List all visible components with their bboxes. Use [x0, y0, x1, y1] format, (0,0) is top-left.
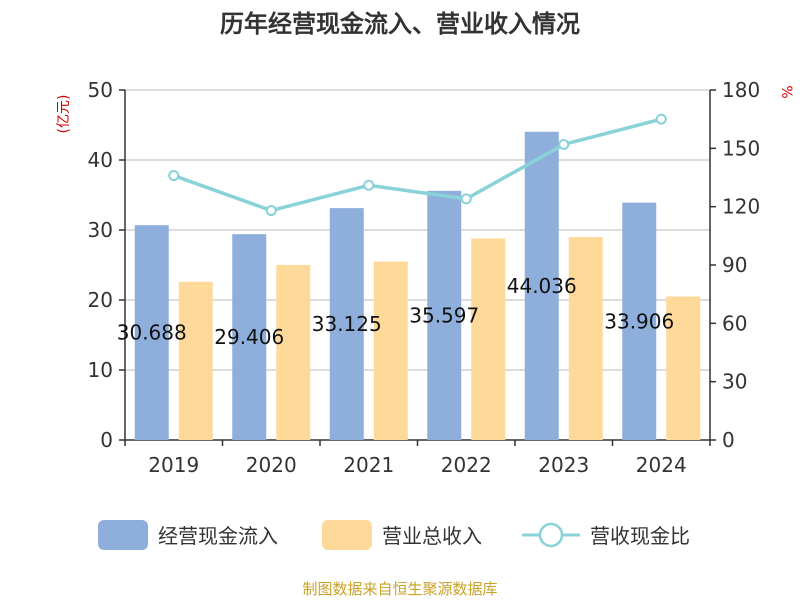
cash-ratio-point	[460, 193, 472, 205]
revenue-bar	[178, 281, 213, 440]
x-tick-label: 2021	[343, 453, 394, 477]
cash-ratio-point	[558, 138, 570, 150]
revenue-bar	[568, 237, 603, 440]
cash-inflow-bar	[427, 190, 462, 440]
legend-label-cash-inflow: 经营现金流入	[158, 524, 278, 548]
revenue-bar	[373, 261, 408, 440]
cash-inflow-data-label: 29.406	[214, 325, 284, 349]
x-tick-label: 2020	[246, 453, 297, 477]
x-tick-label: 2023	[538, 453, 589, 477]
y-right-tick-label: 90	[722, 253, 747, 277]
legend-swatch-cash-inflow	[98, 520, 148, 550]
y-left-tick-label: 40	[88, 148, 113, 172]
chart-title: 历年经营现金流入、营业收入情况	[220, 10, 580, 38]
legend-label-cash-ratio: 营收现金比	[590, 524, 690, 548]
cash-ratio-line	[173, 117, 662, 213]
legend-marker-cash-ratio	[538, 522, 564, 548]
line-series	[168, 113, 667, 217]
y-right-tick-label: 120	[722, 195, 760, 219]
y-right-tick-label: 30	[722, 370, 747, 394]
y-left-tick-label: 0	[100, 428, 113, 452]
bar-series	[134, 131, 701, 441]
cash-inflow-bar	[232, 234, 267, 440]
y-right-unit-label: %	[778, 85, 794, 98]
cash-ratio-point	[265, 205, 277, 217]
legend-swatch-revenue	[322, 520, 372, 550]
axes: 0 10 20 30 40 50 0 30 60 90 120 150 180 2019 2020 2021 2…	[88, 78, 761, 477]
cash-inflow-bar	[622, 202, 657, 440]
y-left-tick-label: 20	[88, 288, 113, 312]
cash-inflow-bar	[524, 131, 559, 441]
y-right-tick-label: 180	[722, 78, 760, 102]
x-tick-label: 2022	[441, 453, 492, 477]
cash-ratio-point	[168, 170, 180, 182]
data-labels: 30.688 29.406 33.125 35.597 44.036 33.906	[117, 274, 674, 349]
y-right-tick-label: 0	[722, 428, 735, 452]
y-left-unit-label: (亿元)	[56, 95, 72, 134]
cash-inflow-data-label: 33.906	[604, 309, 674, 333]
revenue-bar	[276, 265, 311, 440]
source-note: 制图数据来自恒生聚源数据库	[302, 580, 497, 598]
cash-inflow-bar	[134, 225, 169, 440]
y-right-tick-label: 150	[722, 136, 760, 160]
y-left-tick-label: 30	[88, 218, 113, 242]
cash-inflow-data-label: 35.597	[409, 303, 479, 327]
cash-ratio-point	[363, 179, 375, 191]
grid-lines	[125, 89, 710, 371]
cash-inflow-data-label: 33.125	[312, 312, 382, 336]
revenue-bar	[471, 238, 506, 440]
cash-inflow-data-label: 30.688	[117, 321, 187, 345]
y-left-tick-label: 50	[88, 78, 113, 102]
y-right-tick-label: 60	[722, 311, 747, 335]
y-left-tick-label: 10	[88, 358, 113, 382]
cash-inflow-bar	[329, 208, 364, 440]
x-tick-label: 2024	[636, 453, 687, 477]
cash-inflow-data-label: 44.036	[507, 274, 577, 298]
legend-label-revenue: 营业总收入	[382, 524, 482, 548]
cash-ratio-point	[655, 113, 667, 125]
x-tick-label: 2019	[148, 453, 199, 477]
revenue-bar	[666, 296, 701, 440]
legend: 经营现金流入 营业总收入 营收现金比	[98, 520, 690, 550]
